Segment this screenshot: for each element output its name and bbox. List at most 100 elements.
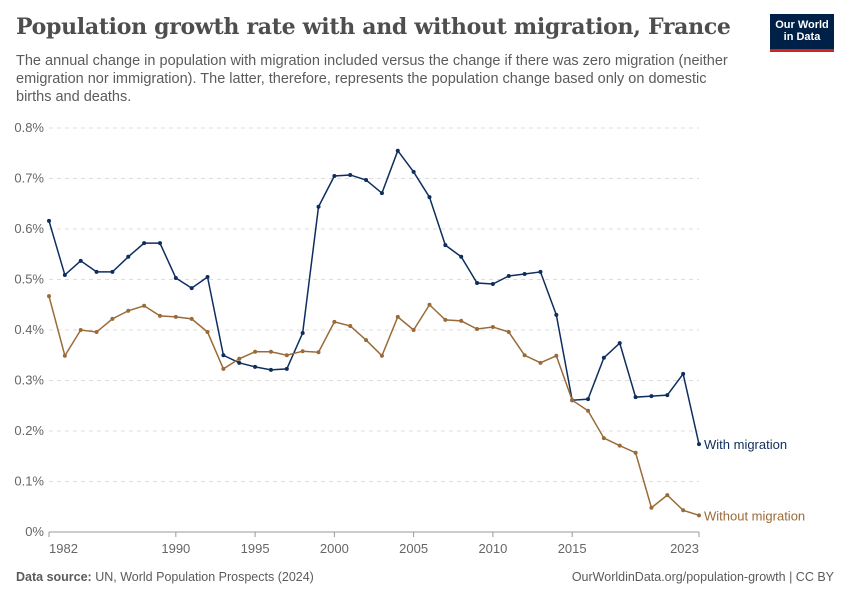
x-tick-label: 1990	[161, 541, 190, 556]
y-tick-label: 0.8%	[14, 120, 44, 135]
data-point	[268, 367, 273, 372]
data-point	[205, 274, 210, 279]
y-tick-label: 0.1%	[14, 474, 44, 489]
data-point	[364, 178, 369, 183]
series-label: With migration	[704, 437, 787, 452]
data-point	[47, 218, 51, 223]
data-point	[427, 302, 432, 307]
data-point	[459, 254, 464, 259]
data-point	[62, 353, 67, 358]
x-tick-label: 1982	[49, 541, 78, 556]
y-tick-label: 0.4%	[14, 322, 44, 337]
data-point	[633, 395, 638, 400]
data-point	[395, 314, 400, 319]
data-point	[268, 349, 273, 354]
data-point	[126, 254, 131, 259]
data-point	[586, 397, 591, 402]
data-point	[237, 360, 242, 365]
data-point	[316, 350, 321, 355]
data-point	[681, 371, 686, 376]
data-point	[490, 282, 495, 287]
data-point	[300, 331, 305, 336]
data-point	[173, 275, 178, 280]
data-point	[62, 272, 67, 277]
data-point	[94, 330, 99, 335]
data-point	[221, 353, 226, 358]
data-point	[284, 353, 289, 358]
data-point	[554, 353, 559, 358]
data-point	[475, 281, 480, 286]
series-line-without-migration	[48, 295, 700, 517]
y-tick-label: 0.3%	[14, 373, 44, 388]
data-point	[78, 258, 83, 263]
y-tick-label: 0.2%	[14, 423, 44, 438]
data-point	[379, 353, 384, 358]
data-point	[253, 349, 258, 354]
x-tick-label: 2023	[670, 541, 699, 556]
y-tick-label: 0.5%	[14, 272, 44, 287]
data-point	[142, 303, 147, 308]
data-point	[522, 353, 527, 358]
data-point	[157, 241, 162, 246]
data-point	[601, 436, 606, 441]
x-tick-label: 2000	[320, 541, 349, 556]
data-point	[47, 294, 51, 299]
data-point	[173, 314, 178, 319]
data-point	[348, 323, 353, 328]
data-point	[586, 408, 591, 413]
data-point	[601, 355, 606, 360]
source-label: Data source:	[16, 570, 92, 584]
y-tick-label: 0.7%	[14, 171, 44, 186]
data-point	[538, 269, 543, 274]
x-tick-label: 1995	[241, 541, 270, 556]
chart-title: Population growth rate with and without …	[16, 14, 731, 40]
x-tick-label: 2005	[399, 541, 428, 556]
data-point	[253, 364, 258, 369]
data-point	[427, 195, 432, 200]
data-point	[443, 317, 448, 322]
data-point	[395, 148, 400, 153]
data-point	[157, 313, 162, 318]
data-point	[506, 330, 511, 335]
y-tick-label: 0%	[25, 524, 44, 539]
data-point	[538, 360, 543, 365]
data-point	[348, 172, 353, 177]
data-point	[364, 338, 369, 343]
data-point	[221, 366, 226, 371]
data-point	[633, 450, 638, 455]
data-point	[665, 393, 670, 398]
data-point	[411, 328, 416, 332]
owid-logo[interactable]: Our World in Data	[770, 14, 834, 52]
source-text: UN, World Population Prospects (2024)	[95, 570, 314, 584]
data-point	[443, 243, 448, 248]
data-point	[411, 169, 416, 174]
data-point	[617, 341, 622, 346]
data-point	[506, 273, 511, 278]
series-line-with-migration	[48, 149, 700, 445]
line-chart: 0% 0.1% 0.2% 0.3% 0.4% 0.5% 0.6% 0.7% 0.8% 1982 19…	[14, 120, 805, 556]
data-point	[649, 394, 654, 399]
data-point	[142, 241, 147, 246]
chart-subtitle: The annual change in population with mig…	[16, 53, 728, 105]
data-point	[237, 356, 242, 361]
data-point	[110, 316, 115, 321]
data-point	[205, 330, 210, 335]
data-point	[681, 508, 686, 513]
data-point	[570, 398, 575, 403]
logo-text: Our World in Data	[775, 19, 829, 43]
source-link[interactable]: OurWorldinData.org/population-growth | C…	[571, 570, 834, 584]
data-point	[78, 328, 83, 332]
data-point	[490, 324, 495, 329]
data-point	[697, 513, 701, 518]
data-point	[649, 505, 654, 510]
data-point	[697, 442, 701, 447]
data-point	[379, 191, 384, 196]
data-point	[332, 173, 337, 178]
series-label: Without migration	[704, 508, 805, 523]
data-point	[475, 326, 480, 331]
data-point	[554, 312, 559, 317]
x-tick-label: 2010	[478, 541, 507, 556]
data-point	[300, 349, 305, 354]
data-source: Data source: UN, World Population Prospe…	[16, 570, 314, 584]
data-point	[284, 366, 289, 371]
